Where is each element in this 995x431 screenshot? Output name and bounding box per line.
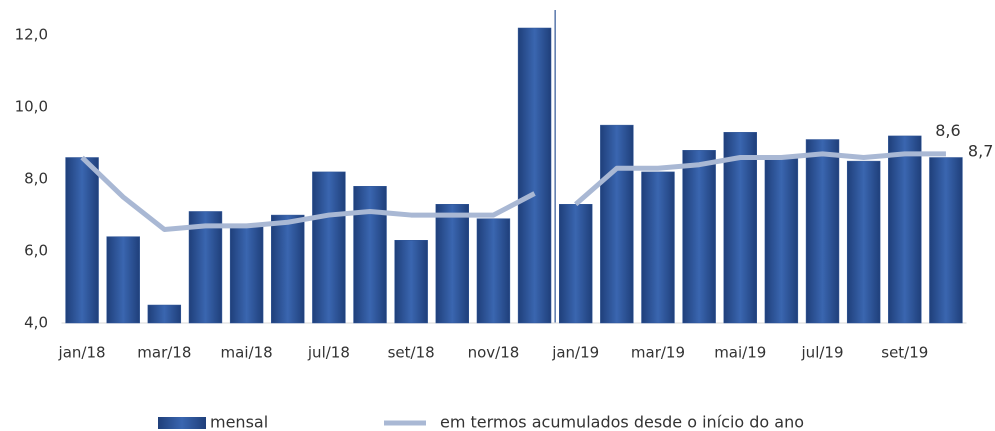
bar [147, 304, 182, 324]
bar [188, 211, 223, 324]
x-tick-label: mai/19 [714, 344, 766, 362]
y-tick-label: 12,0 [15, 26, 48, 44]
bar [312, 171, 346, 324]
bar [846, 160, 881, 324]
x-tick-label: jul/18 [307, 344, 350, 362]
y-tick-label: 4,0 [24, 314, 48, 332]
data-label: 8,7 [968, 141, 993, 160]
line [574, 151, 946, 207]
legend-label: em termos acumulados desde o início do a… [440, 413, 804, 431]
bar [682, 150, 716, 324]
data-label: 8,6 [935, 121, 960, 140]
bar [600, 124, 634, 324]
bar [271, 214, 305, 324]
line [80, 155, 536, 232]
y-tick-label: 8,0 [24, 170, 48, 188]
bar [929, 157, 963, 324]
x-tick-label: jan/19 [551, 344, 599, 362]
bar [476, 218, 511, 324]
x-tick-label: jan/18 [58, 344, 106, 362]
bar [435, 204, 470, 324]
x-tick-label: set/18 [388, 344, 435, 362]
bar [888, 135, 922, 324]
bar [517, 27, 552, 324]
bar [229, 225, 264, 324]
bar [764, 157, 799, 324]
bar [805, 139, 840, 324]
x-tick-label: mar/18 [137, 344, 191, 362]
bar [394, 240, 428, 324]
bar [353, 186, 387, 324]
x-tick-label: nov/18 [468, 344, 520, 362]
legend-swatch [158, 417, 206, 429]
bar [559, 204, 593, 324]
y-tick-label: 6,0 [24, 242, 48, 260]
bar [723, 132, 757, 324]
x-tick-label: set/19 [881, 344, 928, 362]
bar [65, 157, 99, 324]
x-tick-label: mar/19 [631, 344, 685, 362]
x-tick-label: jul/19 [801, 344, 844, 362]
x-tick-label: mai/18 [221, 344, 273, 362]
bar [641, 171, 675, 324]
legend-label: mensal [210, 413, 268, 431]
y-tick-label: 10,0 [15, 98, 48, 116]
bar [106, 236, 140, 324]
